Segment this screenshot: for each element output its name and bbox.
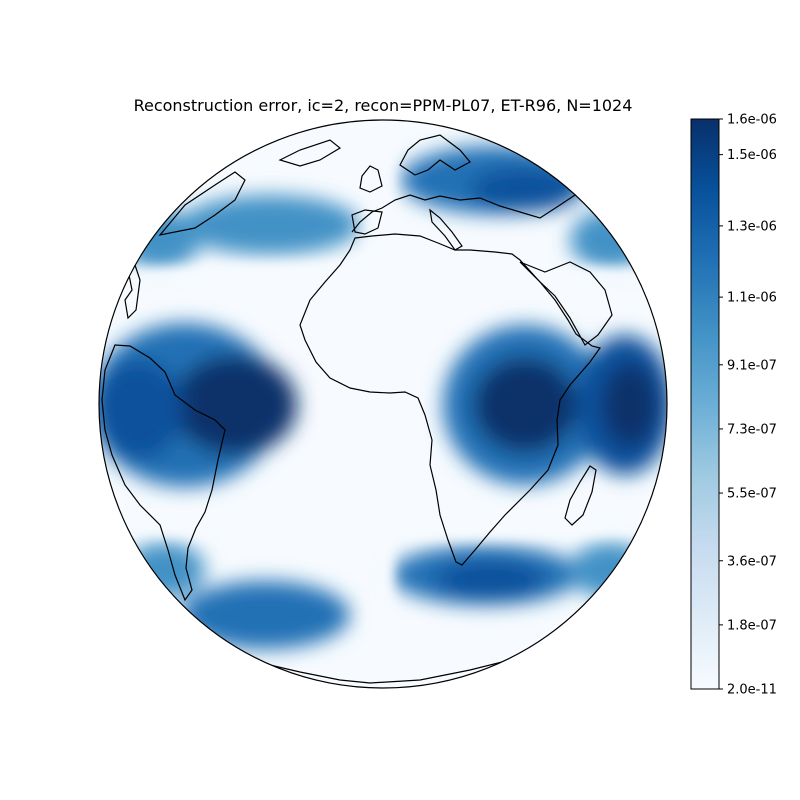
coastline-britain xyxy=(359,165,383,193)
coastline-iberia xyxy=(351,209,383,235)
colorbar-ticks: 2.0e-11 1.8e-07 3.6e-07 5.5e-07 7.3e-07 9.1e-… xyxy=(719,113,777,698)
field-max-west xyxy=(173,355,297,455)
field-blob-south-edge-east xyxy=(570,542,650,598)
coastline-africa xyxy=(299,233,602,566)
coastline-madagascar xyxy=(564,465,597,526)
colorbar-tick-label: 1.6e-06 xyxy=(727,113,777,128)
colorbar-tick-label: 1.3e-06 xyxy=(727,219,777,234)
coastline-arabia xyxy=(519,261,613,346)
colorbar-tick-label: 2.0e-11 xyxy=(727,683,777,698)
colorbar-tick-label: 7.3e-07 xyxy=(727,422,777,437)
coastline-south-america xyxy=(101,344,226,602)
colorbar-frame xyxy=(690,118,720,690)
field-blob-west-edge xyxy=(99,360,183,460)
globe xyxy=(98,119,668,689)
field-blob-north-edge-east xyxy=(570,210,650,270)
low-band-north xyxy=(99,264,667,292)
error-field xyxy=(99,120,667,688)
coastline-italy xyxy=(429,208,463,251)
field-blob-north-edge-west xyxy=(120,210,200,270)
colorbar-tick-label: 1.1e-06 xyxy=(727,291,777,306)
low-band-south xyxy=(99,511,667,539)
field-max-north xyxy=(470,168,580,212)
chart-title: Reconstruction error, ic=2, recon=PPM-PL… xyxy=(134,96,633,115)
colorbar-tick-label: 1.5e-06 xyxy=(727,148,777,163)
coastline-arctic xyxy=(278,139,342,167)
field-blob-south-west xyxy=(180,581,350,649)
colorbar-tick-label: 1.8e-07 xyxy=(727,618,777,633)
colorbar-tick-label: 9.1e-07 xyxy=(727,358,777,373)
field-max-east xyxy=(602,363,658,447)
coastline-caribbean xyxy=(124,264,141,320)
coastline-scandinavia xyxy=(399,134,471,176)
colorbar-gradient xyxy=(691,119,719,689)
field-blob-north-west xyxy=(180,195,360,255)
coastline-greenland xyxy=(158,171,246,236)
field-max-south xyxy=(435,560,545,600)
low-band-meridian xyxy=(370,120,392,688)
colorbar-tick-label: 5.5e-07 xyxy=(727,487,777,502)
field-blob-south-edge-west xyxy=(125,542,205,598)
colorbar-tick-label: 3.6e-07 xyxy=(727,554,777,569)
globe-outline xyxy=(98,119,668,689)
field-max-central xyxy=(473,357,577,453)
colorbar: 2.0e-11 1.8e-07 3.6e-07 5.5e-07 7.3e-07 9.1e-… xyxy=(690,113,777,698)
